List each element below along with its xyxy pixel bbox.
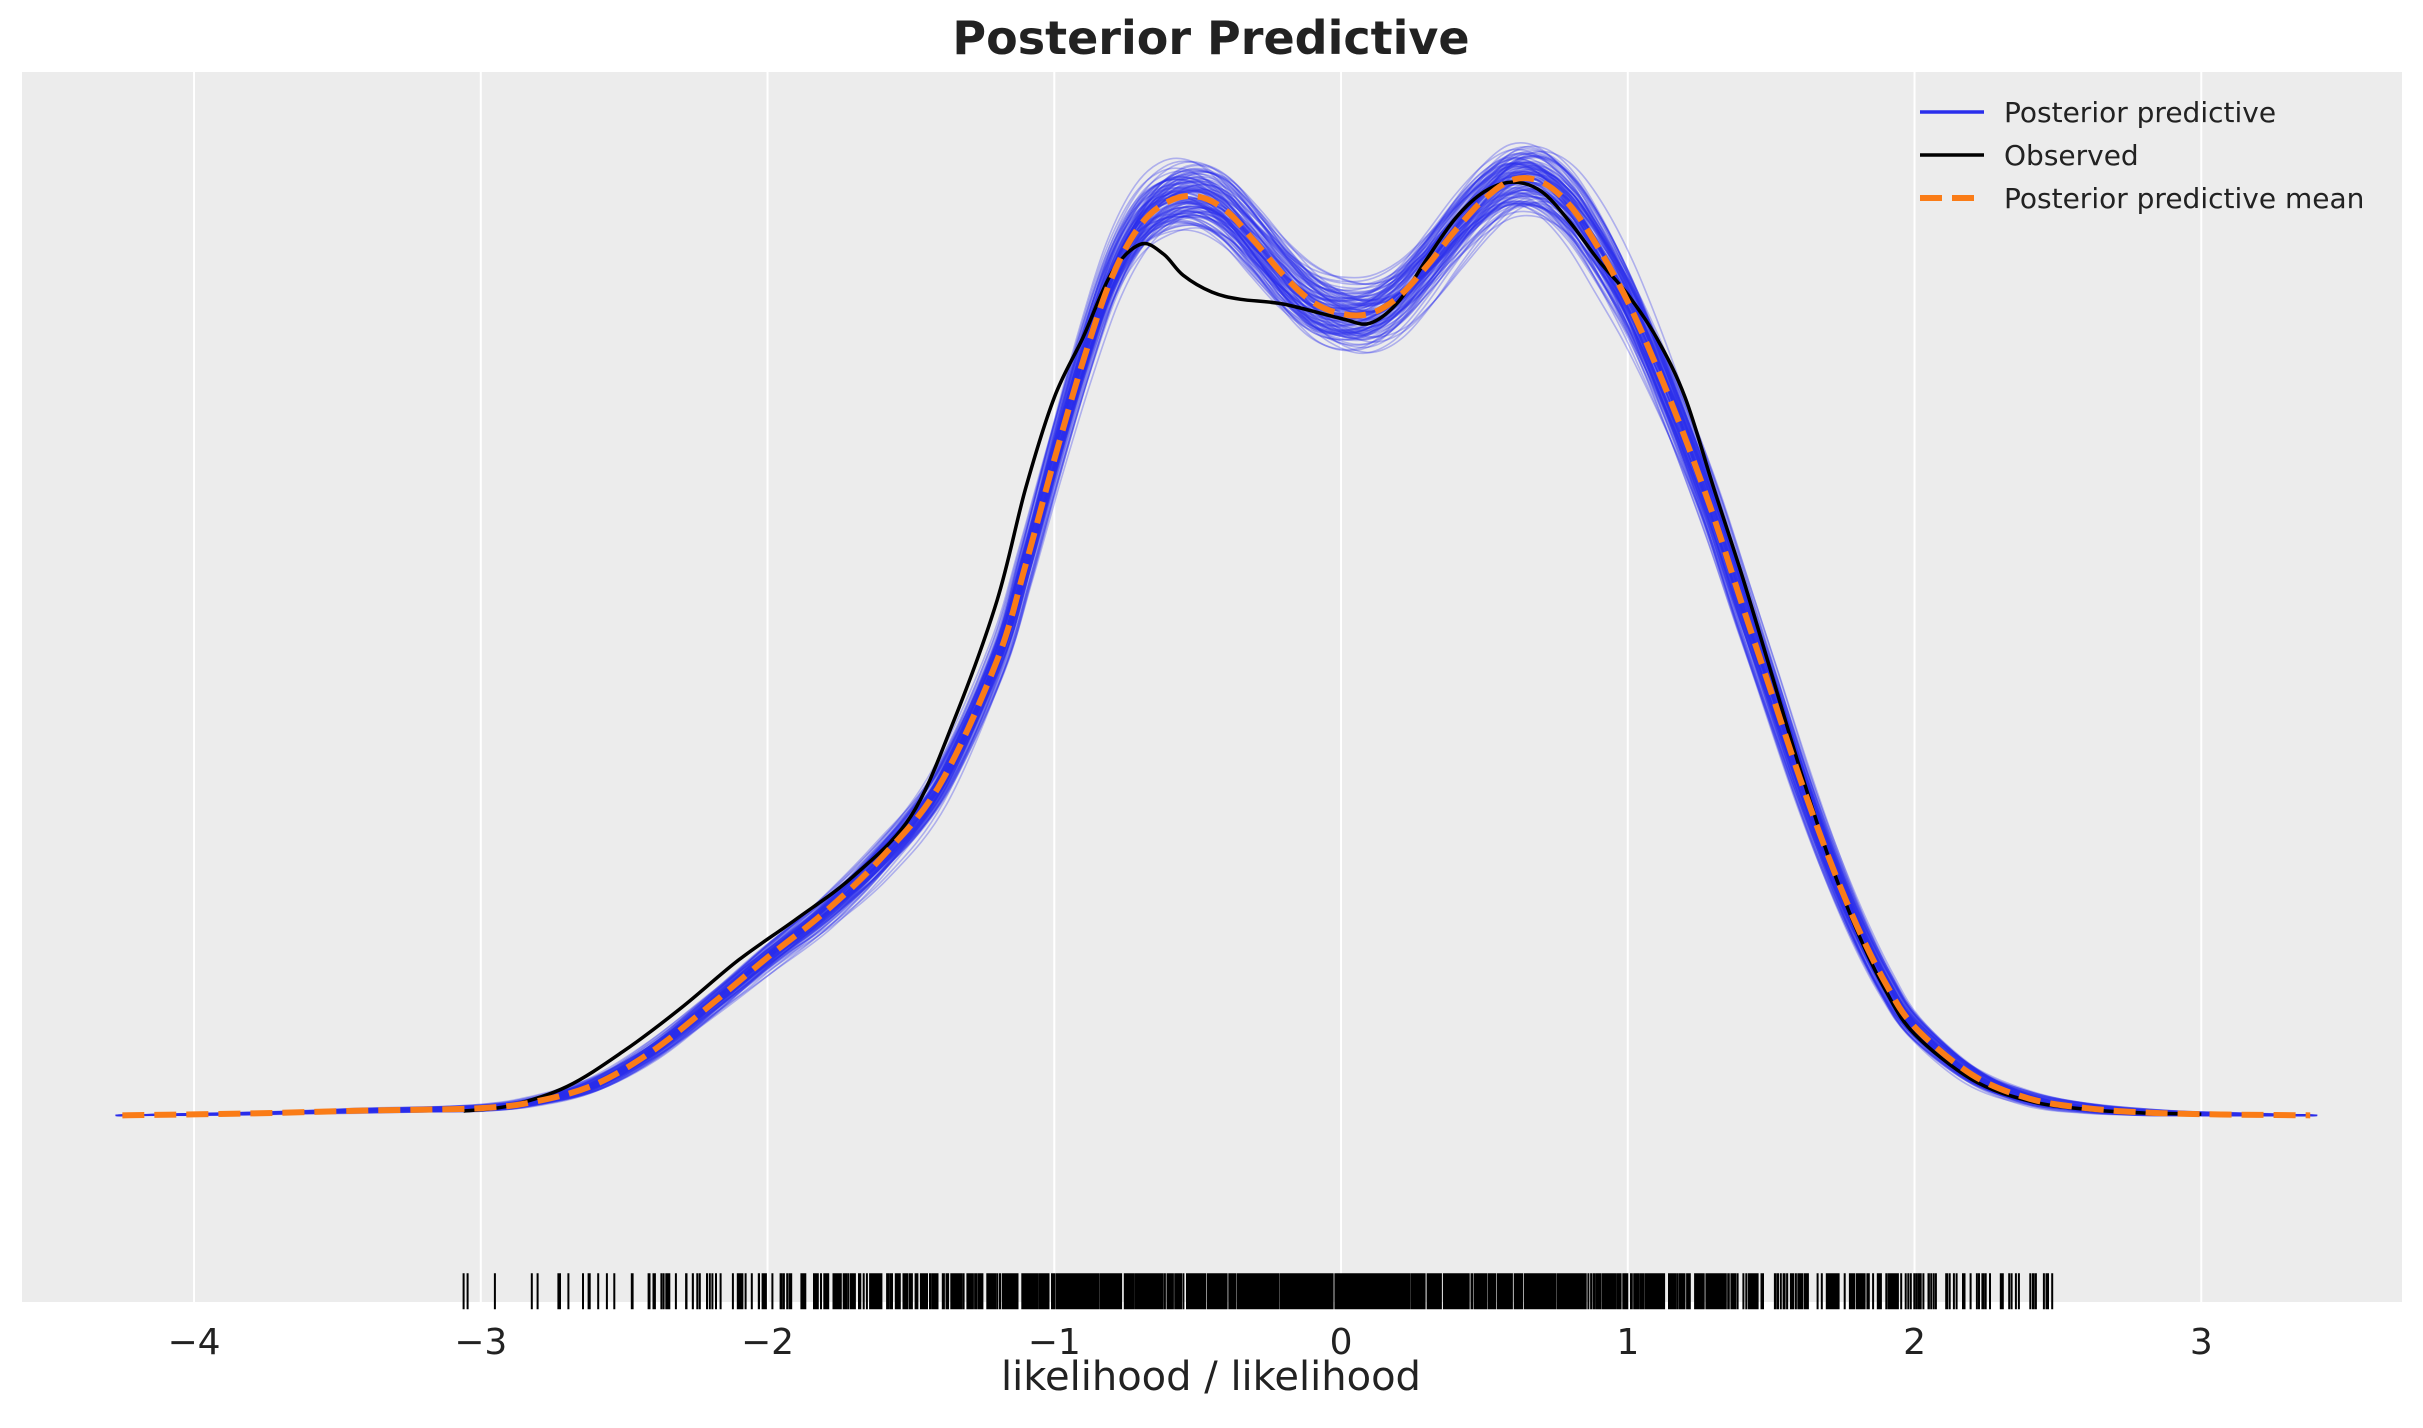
legend-label: Observed: [2004, 139, 2139, 172]
posterior-predictive-draw: [122, 200, 2311, 1117]
posterior-predictive-draw: [123, 149, 2312, 1117]
posterior-predictive-draw: [125, 186, 2314, 1117]
posterior-predictive-draw: [120, 178, 2309, 1117]
posterior-predictive-draw: [116, 210, 2305, 1117]
x-tick-label: −1: [1028, 1322, 1081, 1363]
posterior-predictive-draw: [128, 170, 2317, 1117]
posterior-predictive-draw: [129, 177, 2318, 1117]
posterior-predictive-draw: [115, 195, 2304, 1117]
grid-lines: [193, 72, 2203, 1302]
posterior-predictive-draw: [127, 148, 2316, 1117]
posterior-predictive-draw: [126, 155, 2315, 1117]
posterior-predictive-draw: [122, 169, 2311, 1117]
posterior-predictive-draw: [127, 172, 2316, 1117]
posterior-predictive-draw: [129, 205, 2318, 1117]
x-tick-label: 0: [1330, 1322, 1353, 1363]
posterior-predictive-draw: [128, 181, 2317, 1117]
posterior-predictive-draw: [128, 163, 2317, 1117]
posterior-predictive-draw: [128, 188, 2317, 1117]
x-tick-label: −3: [454, 1322, 507, 1363]
posterior-predictive-draw: [116, 187, 2304, 1117]
posterior-predictive-draw: [119, 192, 2308, 1117]
posterior-predictive-draw: [117, 157, 2306, 1117]
posterior-predictive-draw: [128, 150, 2316, 1117]
posterior-predictive-draw: [115, 178, 2304, 1117]
posterior-predictive-draw: [115, 165, 2304, 1117]
posterior-predictive-draw: [129, 154, 2318, 1117]
rug-ticks: [462, 1273, 2054, 1310]
observed-rug: [462, 1273, 2054, 1310]
posterior-predictive-draw: [121, 148, 2310, 1117]
chart-title: Posterior Predictive: [952, 11, 1469, 65]
posterior-predictive-draw: [129, 163, 2318, 1117]
legend-label: Posterior predictive: [2004, 96, 2276, 129]
posterior-predictive-draw: [126, 174, 2315, 1117]
x-tick-label: 2: [1903, 1322, 1926, 1363]
posterior-predictive-draw: [125, 156, 2314, 1117]
posterior-predictive-draw: [129, 197, 2318, 1117]
posterior-predictive-draw: [126, 173, 2315, 1117]
posterior-predictive-draw: [125, 168, 2314, 1117]
posterior-predictive-draw: [125, 153, 2314, 1117]
posterior-predictive-draw: [125, 160, 2314, 1117]
posterior-predictive-draw: [118, 190, 2307, 1117]
posterior-predictive-draw: [128, 155, 2317, 1117]
posterior-predictive-draw: [125, 165, 2314, 1117]
x-axis-label: likelihood / likelihood: [1001, 1354, 1421, 1400]
posterior-predictive-draw: [123, 202, 2312, 1117]
posterior-predictive-mean-line: [122, 175, 2311, 1119]
posterior-predictive-draw: [117, 174, 2306, 1117]
posterior-predictive-draw: [127, 145, 2315, 1117]
x-tick-label: 1: [1616, 1322, 1639, 1363]
x-tick-label: 3: [2190, 1322, 2213, 1363]
posterior-predictive-draw: [126, 154, 2315, 1117]
posterior-predictive-draw: [127, 180, 2316, 1117]
posterior-predictive-draw: [127, 171, 2316, 1117]
posterior-predictive-draw: [124, 180, 2313, 1117]
posterior-predictive-draw: [121, 152, 2310, 1117]
posterior-predictive-draw: [115, 185, 2304, 1117]
posterior-predictive-draw: [116, 171, 2305, 1117]
legend: Posterior predictive Observed Posterior pr…: [1920, 96, 2364, 215]
x-tick-label: −2: [741, 1322, 794, 1363]
plot-background: [22, 72, 2402, 1302]
posterior-predictive-draw: [127, 164, 2316, 1117]
posterior-predictive-draw: [128, 151, 2317, 1117]
posterior-predictive-draw: [129, 170, 2318, 1117]
summary-lines: [122, 175, 2311, 1119]
legend-label: Posterior predictive mean: [2004, 182, 2364, 215]
x-tick-labels: −4 −3 −2 −1 0 1 2 3: [168, 1322, 2213, 1363]
posterior-predictive-draw: [121, 200, 2310, 1117]
posterior-predictive-draw: [117, 189, 2306, 1117]
posterior-predictive-draw: [117, 195, 2306, 1117]
x-tick-label: −4: [168, 1322, 221, 1363]
